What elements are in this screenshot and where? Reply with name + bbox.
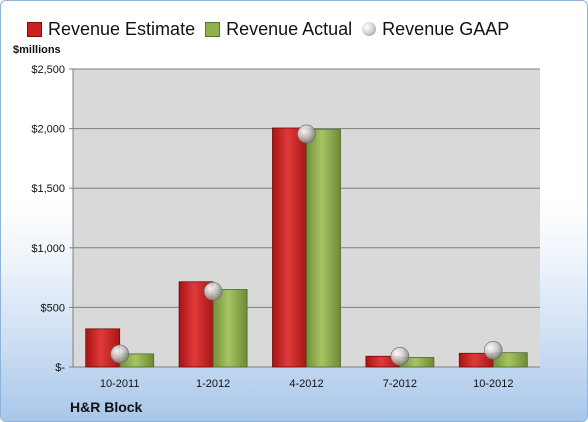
- bar-revenue-actual: [306, 128, 341, 368]
- legend-item-gaap: Revenue GAAP: [362, 19, 509, 40]
- y-tick-label: $1,500: [31, 183, 65, 195]
- bar-revenue-estimate: [272, 127, 307, 368]
- x-tick-label: 4-2012: [289, 378, 323, 390]
- y-tick-label: $1,000: [31, 243, 65, 255]
- legend-swatch-estimate: [27, 21, 42, 37]
- y-tick-label: $-: [55, 362, 65, 374]
- marker-revenue-gaap: [390, 346, 410, 366]
- y-tick-label: $500: [41, 302, 65, 314]
- legend-label-actual: Revenue Actual: [226, 18, 353, 39]
- legend-swatch-gaap: [362, 22, 377, 36]
- legend-item-estimate: Revenue Estimate: [27, 19, 195, 40]
- bar-revenue-actual: [212, 289, 248, 368]
- bar-revenue-actual: [492, 352, 528, 368]
- x-tick-label: 10-2012: [473, 378, 513, 390]
- x-tick-label: 1-2012: [196, 378, 230, 390]
- marker-revenue-gaap: [110, 344, 129, 364]
- y-tick-label: $2,500: [31, 64, 65, 76]
- x-tick-label: 7-2012: [383, 378, 417, 390]
- company-name: H&R Block: [70, 399, 143, 415]
- legend-swatch-actual: [205, 21, 221, 37]
- marker-revenue-gaap: [203, 282, 223, 301]
- legend-label-estimate: Revenue Estimate: [48, 18, 196, 39]
- marker-revenue-gaap: [483, 341, 503, 360]
- legend: Revenue Estimate Revenue Actual Revenue …: [27, 17, 509, 41]
- legend-label-gaap: Revenue GAAP: [382, 18, 510, 39]
- y-tick-label: $2,000: [31, 124, 65, 136]
- y-axis-unit-label: $millions: [13, 44, 61, 56]
- legend-item-actual: Revenue Actual: [205, 19, 352, 40]
- marker-revenue-gaap: [297, 124, 316, 144]
- x-tick-label: 10-2011: [100, 378, 140, 390]
